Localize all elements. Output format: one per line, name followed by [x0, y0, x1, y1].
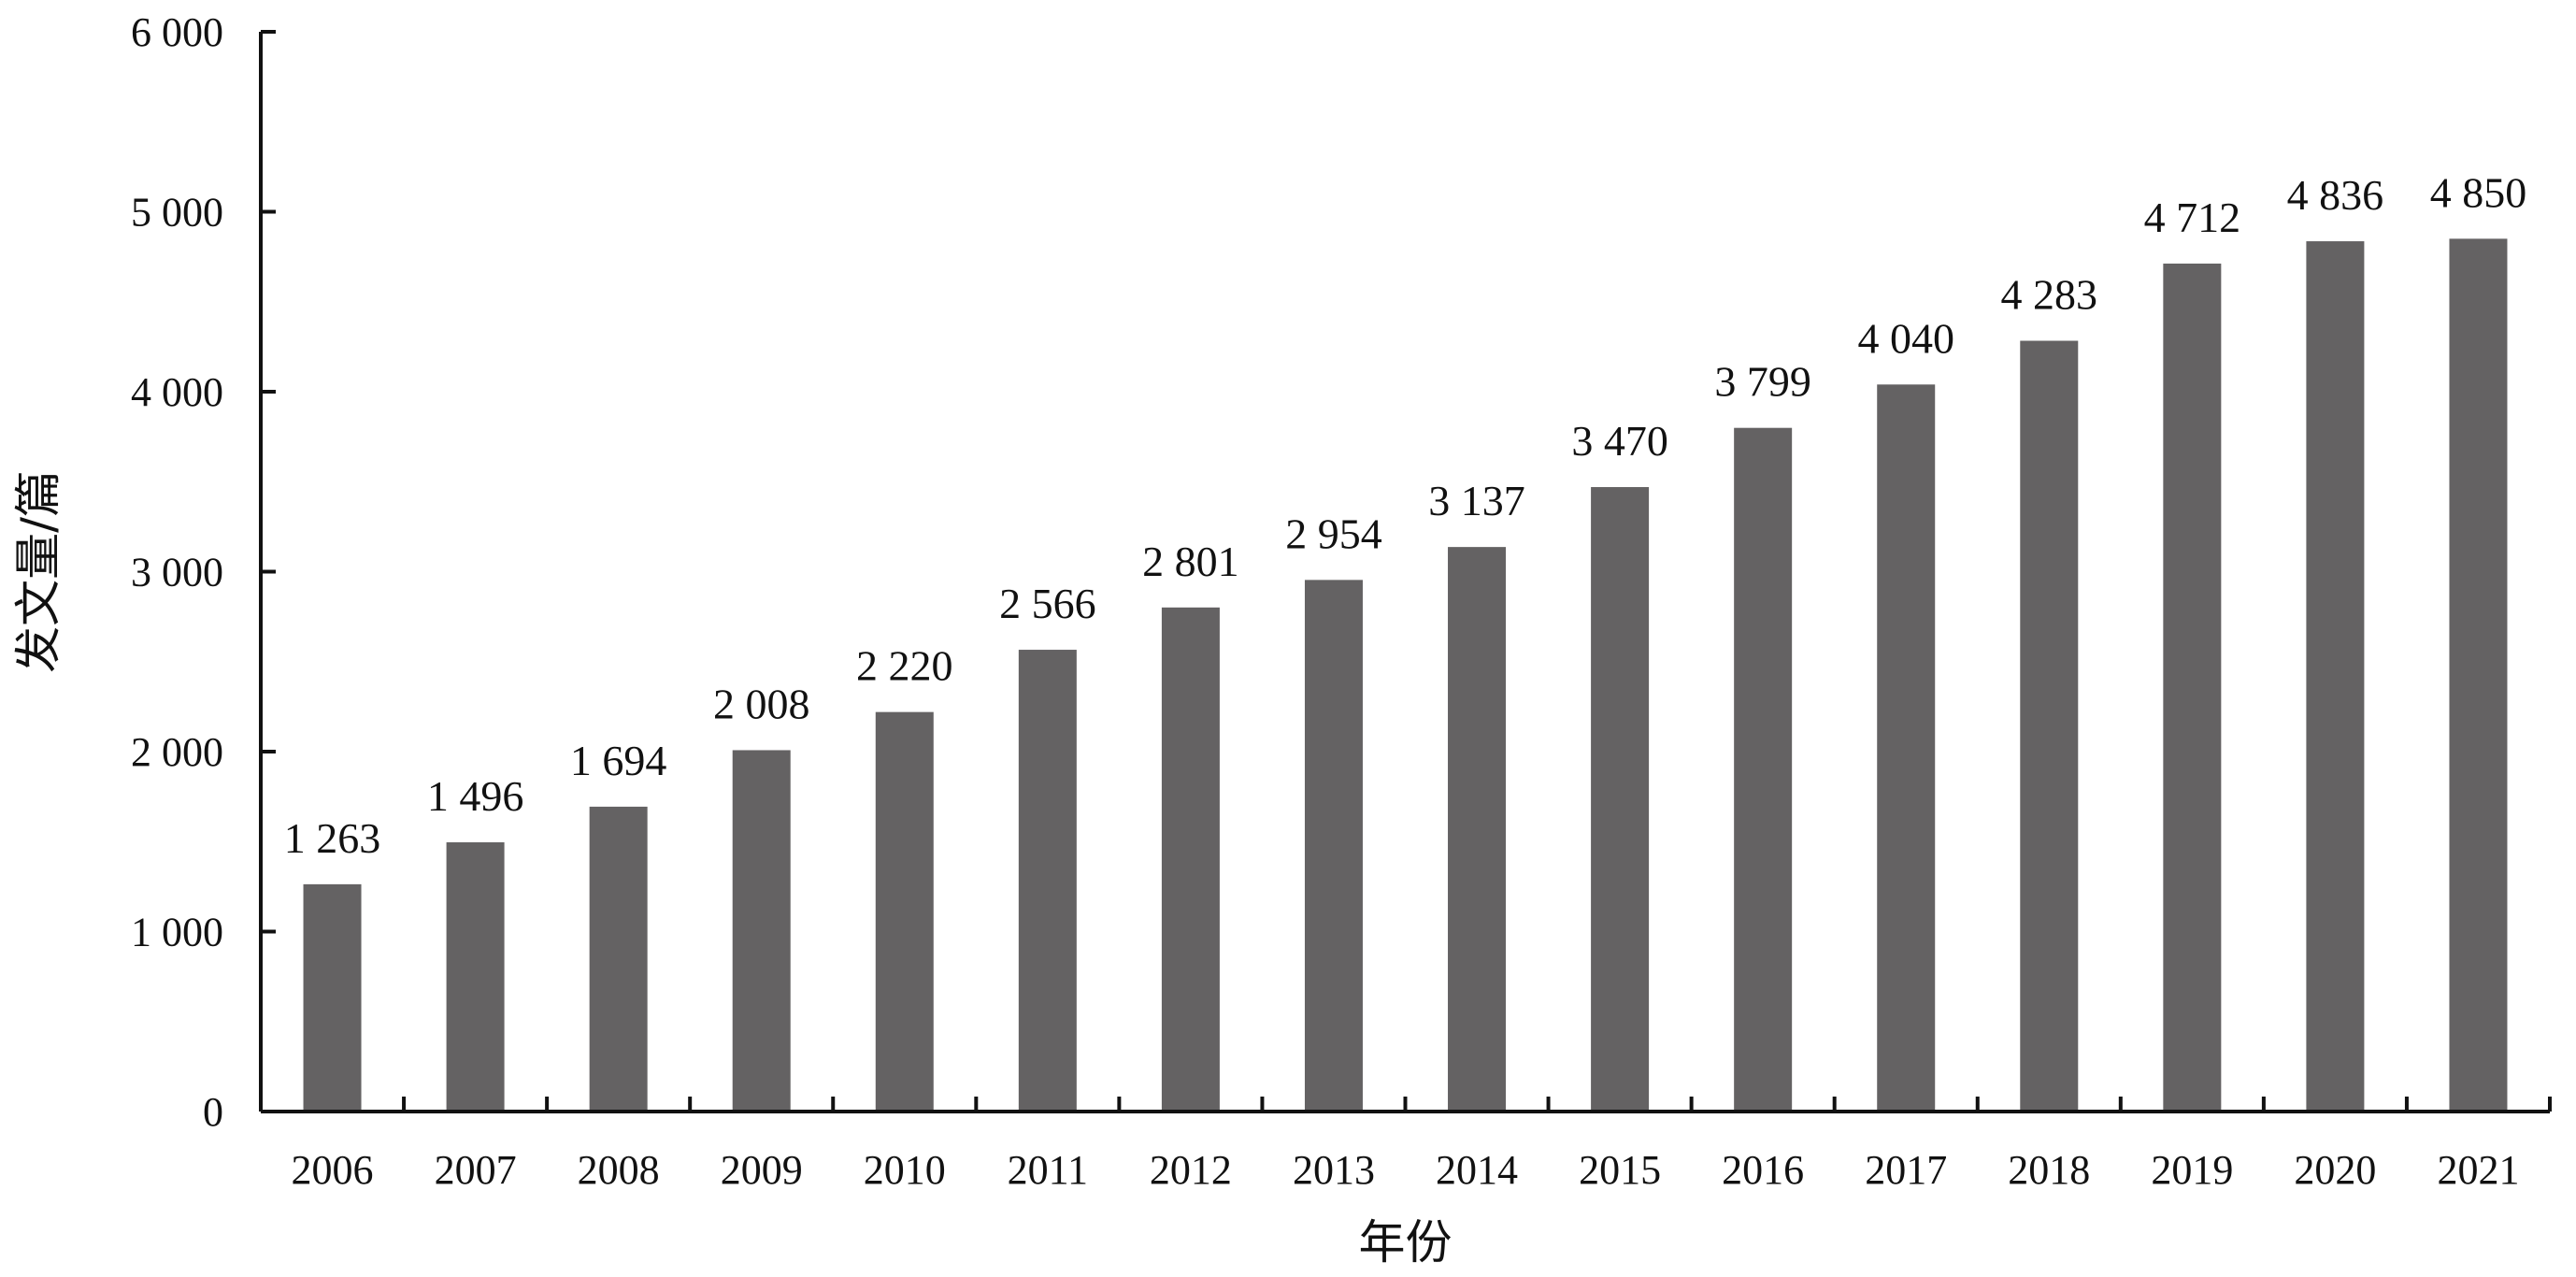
x-tick-label: 2012 — [1150, 1147, 1232, 1193]
bar — [1161, 607, 1220, 1112]
bar-value-label: 3 799 — [1714, 358, 1811, 406]
x-tick-label: 2020 — [2294, 1147, 2376, 1193]
bar — [2020, 340, 2079, 1112]
bar-value-label: 3 470 — [1571, 417, 1668, 465]
x-tick-label: 2021 — [2437, 1147, 2519, 1193]
bar — [446, 842, 505, 1112]
bar-value-label: 1 263 — [284, 814, 381, 862]
x-tick-label: 2016 — [1722, 1147, 1804, 1193]
bar-value-label: 4 836 — [2287, 171, 2384, 219]
x-tick-label: 2017 — [1865, 1147, 1947, 1193]
x-tick-label: 2006 — [292, 1147, 374, 1193]
bar-value-label: 2 801 — [1142, 538, 1239, 585]
x-tick-label: 2013 — [1293, 1147, 1375, 1193]
bar — [2163, 263, 2222, 1112]
y-tick-label: 2 000 — [131, 729, 223, 775]
bar-value-label: 2 008 — [713, 680, 810, 727]
y-axis-title: 发文量/篇 — [11, 470, 65, 673]
y-tick-label: 4 000 — [131, 369, 223, 415]
y-tick-label: 0 — [203, 1089, 223, 1135]
bars-group — [303, 238, 2508, 1112]
bar-value-label: 2 566 — [999, 580, 1096, 627]
x-tick-label: 2019 — [2151, 1147, 2233, 1193]
bar-value-label: 1 496 — [427, 772, 524, 820]
bar-value-label: 4 040 — [1857, 314, 1954, 362]
bar-value-label: 3 137 — [1428, 477, 1525, 524]
bar — [1877, 384, 1936, 1112]
y-tick-label: 5 000 — [131, 190, 223, 236]
bar-value-label: 1 694 — [570, 737, 667, 784]
x-tick-label: 2015 — [1579, 1147, 1661, 1193]
bar-value-label: 4 712 — [2144, 194, 2241, 241]
x-tick-label: 2008 — [578, 1147, 660, 1193]
bar — [1734, 427, 1793, 1112]
y-tick-label: 1 000 — [131, 910, 223, 955]
bar — [875, 711, 934, 1112]
bar-value-label: 2 954 — [1285, 509, 1382, 557]
y-tick-label: 6 000 — [131, 9, 223, 55]
y-ticks-group: 0 1 000 2 000 3 000 4 000 5 000 6 000 — [131, 9, 276, 1135]
bar — [732, 750, 791, 1112]
bar — [589, 806, 648, 1112]
x-tick-label: 2011 — [1008, 1147, 1088, 1193]
bar-value-label: 4 283 — [2001, 271, 2098, 319]
x-tick-label: 2009 — [721, 1147, 803, 1193]
bar — [2449, 238, 2508, 1112]
x-ticks-group: 2006 2007 2008 2009 2010 2011 2012 2013 2014 2015… — [259, 1097, 2552, 1193]
x-tick-label: 2014 — [1436, 1147, 1518, 1193]
bar — [1304, 580, 1363, 1112]
bar — [1018, 650, 1077, 1112]
x-tick-label: 2010 — [864, 1147, 946, 1193]
x-axis-title: 年份 — [1359, 1215, 1453, 1270]
data-labels-group: 1 263 1 496 1 694 2 008 2 220 2 566 2 801 2 954… — [284, 168, 2526, 861]
bar — [2306, 241, 2365, 1112]
bar — [303, 883, 362, 1112]
bar — [1591, 487, 1650, 1112]
bar-value-label: 2 220 — [856, 642, 953, 690]
x-tick-label: 2007 — [435, 1147, 517, 1193]
y-tick-label: 3 000 — [131, 550, 223, 595]
bar-value-label: 4 850 — [2430, 168, 2527, 216]
x-tick-label: 2018 — [2008, 1147, 2090, 1193]
bar — [1448, 547, 1507, 1112]
